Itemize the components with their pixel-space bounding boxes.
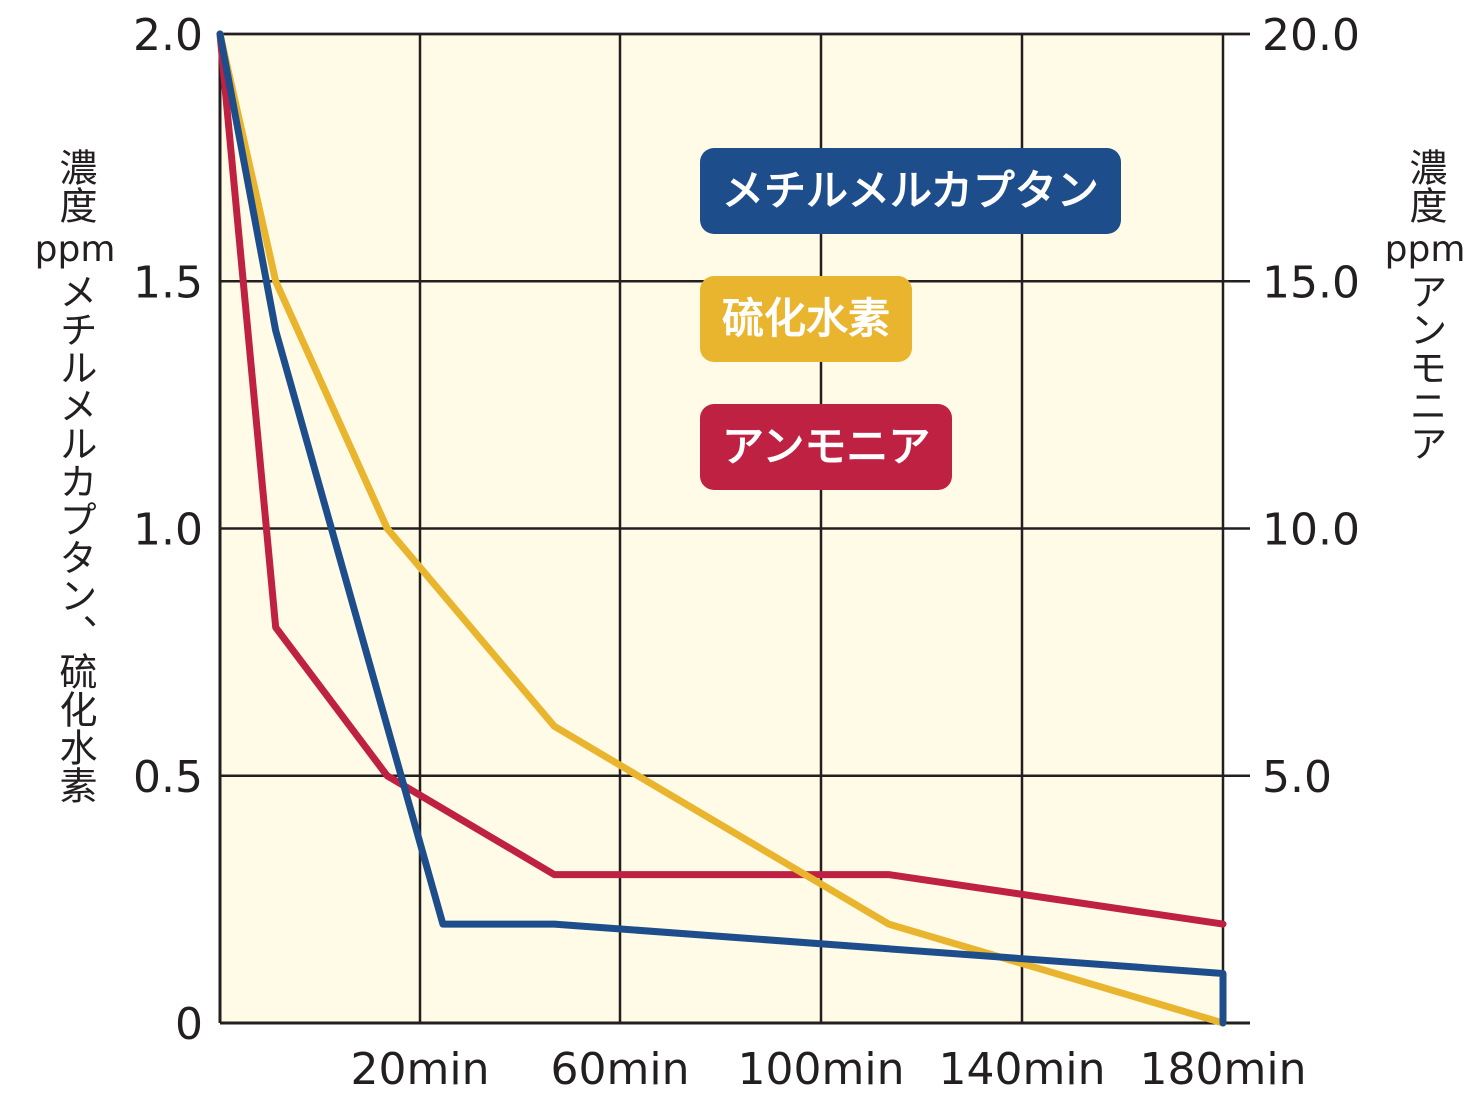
x-tick-label: 180min bbox=[1140, 1044, 1307, 1094]
left-axis-label: 濃度 ppm メチルメルカプタン、硫化水素 bbox=[30, 148, 120, 810]
x-tick-label: 60min bbox=[551, 1044, 690, 1094]
legend-methyl-mercaptan: メチルメルカプタン bbox=[700, 148, 1121, 234]
y-right-tick-label: 10.0 bbox=[1262, 505, 1360, 556]
right-axis-label: 濃度 ppm アンモニア bbox=[1380, 148, 1470, 468]
y-right-tick-label: 5.0 bbox=[1262, 752, 1332, 803]
x-tick-label: 140min bbox=[939, 1044, 1106, 1094]
y-left-tick-label: 2.0 bbox=[133, 10, 203, 61]
y-left-tick-label: 1.5 bbox=[133, 257, 203, 308]
legend-hydrogen-sulfide: 硫化水素 bbox=[700, 276, 912, 362]
y-left-tick-label: 1.0 bbox=[133, 505, 203, 556]
x-tick-label: 100min bbox=[738, 1044, 905, 1094]
legend-ammonia: アンモニア bbox=[700, 404, 952, 490]
y-left-tick-label: 0 bbox=[175, 999, 203, 1050]
x-tick-label: 20min bbox=[351, 1044, 490, 1094]
y-right-tick-label: 15.0 bbox=[1262, 257, 1360, 308]
y-left-tick-label: 0.5 bbox=[133, 752, 203, 803]
y-right-tick-label: 20.0 bbox=[1262, 10, 1360, 61]
